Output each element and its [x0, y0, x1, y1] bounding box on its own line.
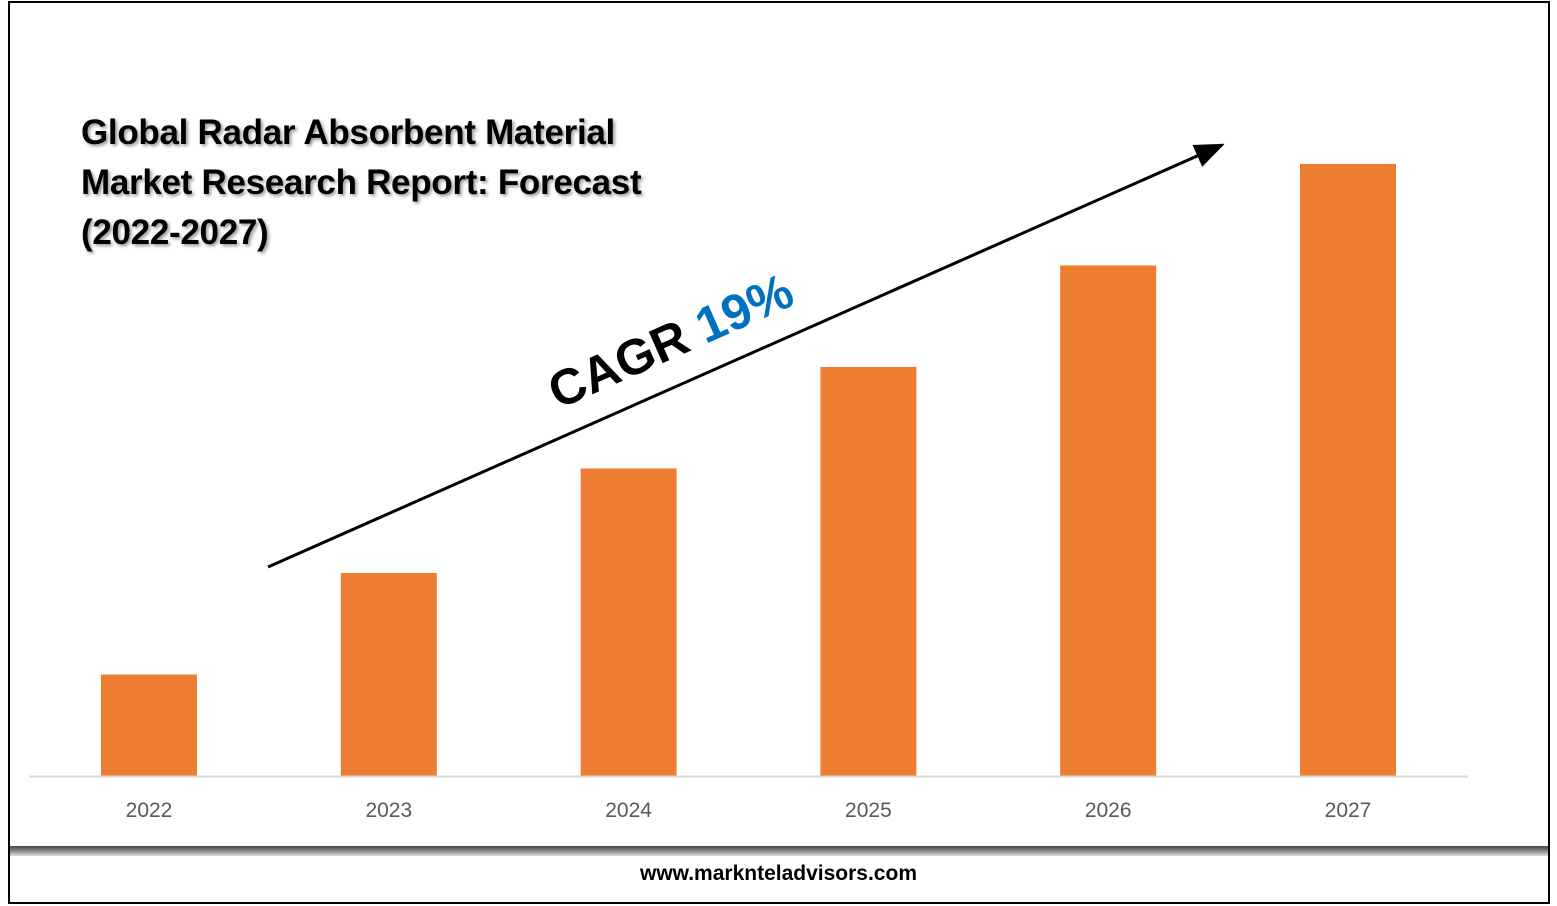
x-tick-label: 2022: [126, 799, 173, 822]
title-line-1: Global Radar Absorbent Material: [81, 113, 615, 152]
growth-arrow: [267, 143, 1225, 569]
bar-2024: [580, 468, 677, 776]
footer-url: www.marknteladvisors.com: [640, 862, 917, 885]
x-tick-label: 2024: [605, 799, 652, 822]
bar-2027: [1300, 163, 1396, 776]
chart-frame: [8, 1, 1550, 904]
x-tick-label: 2027: [1325, 799, 1372, 822]
chart-title: Global Radar Absorbent Material Market R…: [81, 108, 642, 258]
x-tick-label: 2026: [1085, 799, 1132, 822]
x-tick-label: 2023: [365, 799, 412, 822]
x-tick-label: 2025: [845, 799, 892, 822]
divider-shadow: [10, 846, 1548, 856]
bar-2023: [340, 573, 437, 776]
bar-2025: [820, 366, 917, 776]
title-line-2: Market Research Report: Forecast: [81, 163, 642, 202]
bar-2026: [1060, 265, 1157, 776]
title-line-3: (2022-2027): [81, 213, 269, 252]
bar-2022: [101, 674, 197, 776]
